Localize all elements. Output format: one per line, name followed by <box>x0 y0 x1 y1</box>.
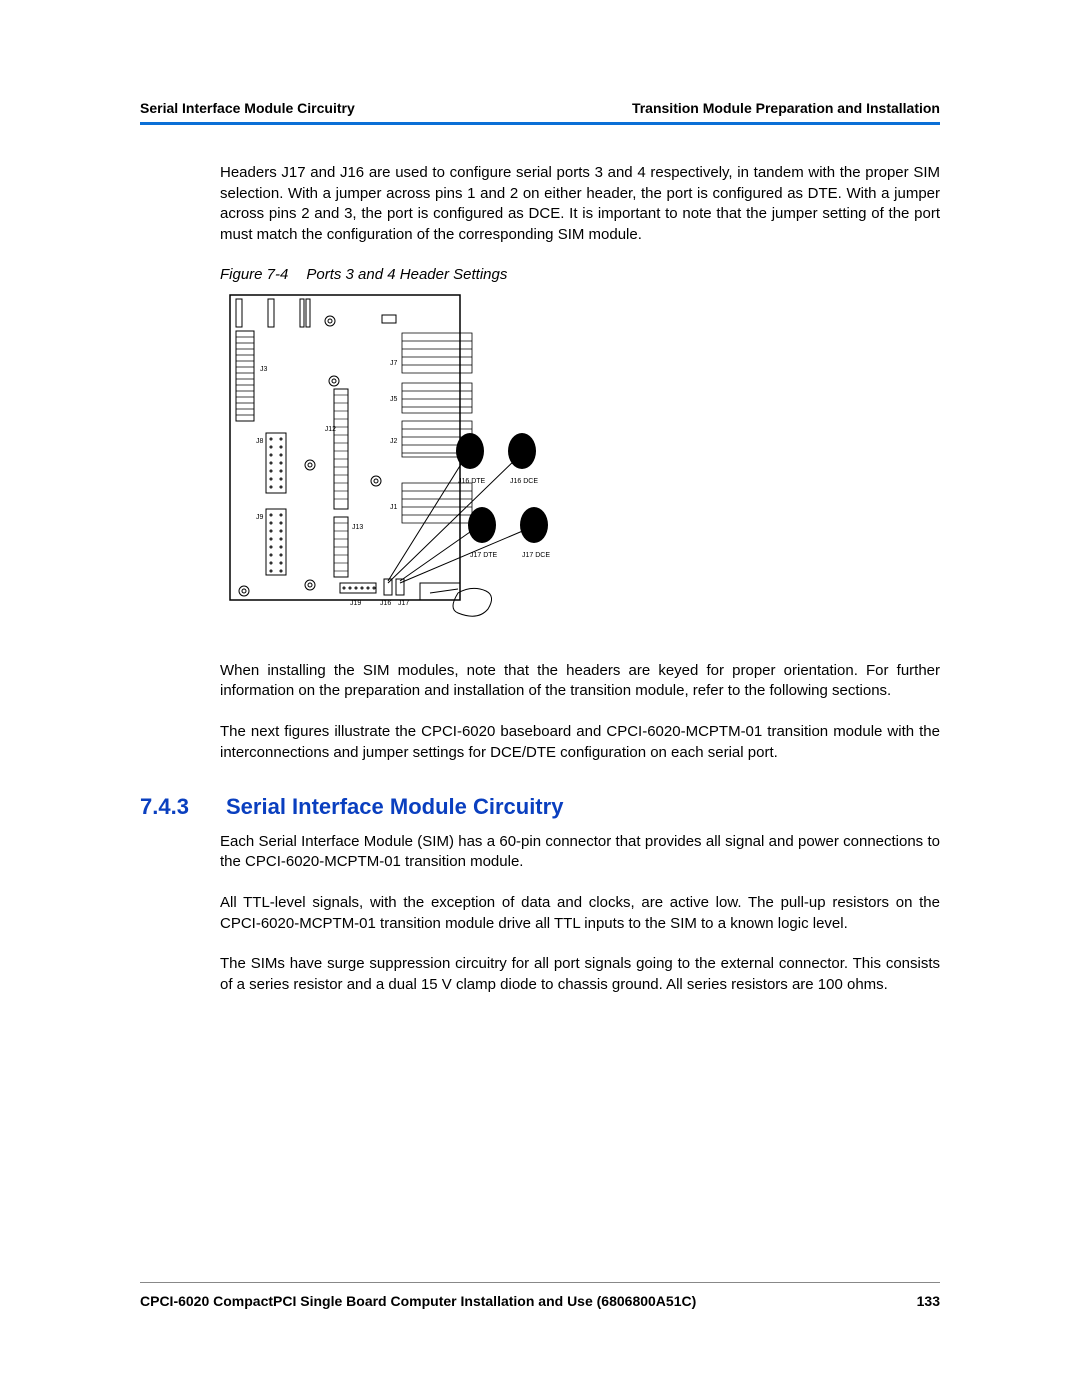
j16dce-pin3: 3 <box>512 458 516 465</box>
j17dte-pin3: 3 <box>472 532 476 539</box>
j16dte-pin3: 3 <box>460 458 464 465</box>
j17dte-pin1: 1 <box>472 512 476 519</box>
label-j16dte: J16 DTE <box>458 478 486 485</box>
section-title: Serial Interface Module Circuitry <box>226 794 563 820</box>
section-number: 7.4.3 <box>140 794 226 820</box>
j16dte-pin1: 1 <box>460 438 464 445</box>
header-left: Serial Interface Module Circuitry <box>140 100 355 116</box>
label-j17dte: J17 DTE <box>470 552 498 559</box>
page: Serial Interface Module Circuitry Transi… <box>0 0 1080 1397</box>
label-j1: J1 <box>390 504 398 511</box>
running-footer: CPCI-6020 CompactPCI Single Board Comput… <box>140 1293 940 1309</box>
detail-ovals: 1 3 J16 DTE 1 3 J16 DCE 1 3 J1 <box>456 433 550 559</box>
label-j17dce: J17 DCE <box>522 552 550 559</box>
footer-page: 133 <box>917 1293 940 1309</box>
footer-rule <box>140 1282 940 1283</box>
paragraph-2: When installing the SIM modules, note th… <box>220 661 940 702</box>
header-right: Transition Module Preparation and Instal… <box>632 100 940 116</box>
label-j3: J3 <box>260 366 268 373</box>
j17dce-pin3: 3 <box>524 532 528 539</box>
paragraph-5: All TTL-level signals, with the exceptio… <box>220 893 940 934</box>
label-j7: J7 <box>390 360 398 367</box>
label-j16: J16 <box>380 600 391 607</box>
paragraph-3: The next figures illustrate the CPCI-602… <box>220 722 940 763</box>
body-indent: Headers J17 and J16 are used to configur… <box>220 163 940 764</box>
label-j13: J13 <box>352 524 363 531</box>
label-j5: J5 <box>390 396 398 403</box>
paragraph-1: Headers J17 and J16 are used to configur… <box>220 163 940 246</box>
footer-doc: CPCI-6020 CompactPCI Single Board Comput… <box>140 1293 696 1309</box>
running-header: Serial Interface Module Circuitry Transi… <box>140 100 940 116</box>
label-j17: J17 <box>398 600 409 607</box>
label-j2: J2 <box>390 438 398 445</box>
label-j9: J9 <box>256 514 264 521</box>
j17dce-pin1: 1 <box>524 512 528 519</box>
section-heading: 7.4.3 Serial Interface Module Circuitry <box>140 794 940 820</box>
header-rule <box>140 122 940 125</box>
j16dce-pin1: 1 <box>512 438 516 445</box>
label-j12: J12 <box>325 426 336 433</box>
figure-label: Figure 7-4 <box>220 266 288 283</box>
figure-title: Ports 3 and 4 Header Settings <box>306 266 507 283</box>
paragraph-6: The SIMs have surge suppression circuitr… <box>220 954 940 995</box>
label-j19: J19 <box>350 600 361 607</box>
paragraph-4: Each Serial Interface Module (SIM) has a… <box>220 832 940 873</box>
figure-caption: Figure 7-4 Ports 3 and 4 Header Settings <box>220 266 940 283</box>
label-j8: J8 <box>256 438 264 445</box>
label-j16dce: J16 DCE <box>510 478 538 485</box>
figure-7-4: J3 J7 J5 J2 <box>220 293 560 633</box>
